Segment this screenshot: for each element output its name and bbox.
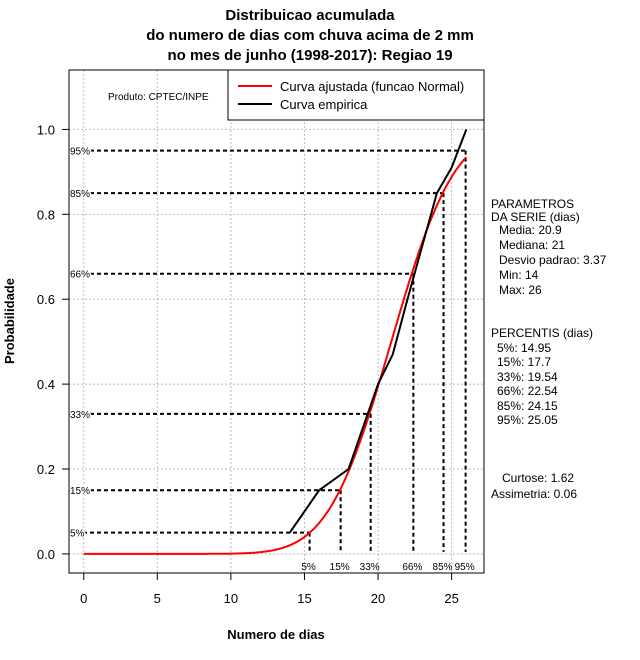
y-axis-label: Probabilidade	[2, 278, 17, 364]
percentil-5: 5%: 14.95	[497, 341, 551, 355]
series-lines	[83, 129, 468, 555]
percentile-left-label: 5%	[70, 529, 85, 540]
y-tick-label: 0.6	[37, 292, 55, 307]
percentil-15: 15%: 17.7	[497, 355, 551, 369]
grid	[69, 70, 484, 573]
x-tick-label: 0	[80, 591, 87, 606]
chart-title: Distribuicao acumulada do numero de dias…	[146, 7, 474, 64]
y-tick-label: 1.0	[37, 122, 55, 137]
plot-frame	[68, 69, 485, 574]
percentile-left-label: 66%	[70, 270, 90, 281]
params-title-2: DA SERIE (dias)	[491, 210, 580, 224]
percentile-bottom-label: 95%	[455, 562, 475, 573]
percentis-title: PERCENTIS (dias)	[491, 326, 593, 340]
param-media: Media: 20.9	[499, 223, 562, 237]
x-axis-label: Numero de dias	[227, 627, 325, 642]
y-tick-label: 0.8	[37, 207, 55, 222]
param-desvio: Desvio padrao: 3.37	[499, 253, 607, 267]
param-mediana: Mediana: 21	[499, 238, 565, 252]
percentile-bottom-label: 33%	[360, 562, 380, 573]
side-panel: PARAMETROS DA SERIE (dias) Media: 20.9 M…	[491, 197, 607, 501]
title-line-2: do numero de dias com chuva acima de 2 m…	[146, 27, 474, 44]
param-max: Max: 26	[499, 283, 542, 297]
title-line-1: Distribuicao acumulada	[225, 7, 395, 24]
percentile-left-label: 85%	[70, 189, 90, 200]
percentile-left-label: 15%	[70, 486, 90, 497]
curtose: Curtose: 1.62	[502, 471, 574, 485]
percentile-left-label: 33%	[70, 410, 90, 421]
assimetria: Assimetria: 0.06	[491, 487, 577, 501]
percentil-95: 95%: 25.05	[497, 413, 558, 427]
normal-fit-line	[83, 156, 468, 555]
percentil-66: 66%: 22.54	[497, 384, 558, 398]
percentile-markers: 5%5%15%15%33%33%66%66%85%85%95%95%	[69, 145, 475, 573]
params-title-1: PARAMETROS	[491, 197, 574, 211]
y-tick-label: 0.0	[37, 547, 55, 562]
y-tick-label: 0.4	[37, 377, 55, 392]
credit-text: Produto: CPTEC/INPE	[108, 92, 209, 103]
percentil-85: 85%: 24.15	[497, 399, 558, 413]
legend-label-normal: Curva ajustada (funcao Normal)	[280, 79, 464, 94]
percentile-bottom-label: 15%	[330, 562, 350, 573]
x-tick-label: 10	[224, 591, 238, 606]
legend-box	[227, 69, 485, 121]
x-tick-label: 15	[297, 591, 311, 606]
percentile-bottom-label: 85%	[433, 562, 453, 573]
percentile-bottom-label: 66%	[402, 562, 422, 573]
y-tick-label: 0.2	[37, 462, 55, 477]
title-line-3: no mes de junho (1998-2017): Regiao 19	[167, 47, 452, 64]
x-tick-label: 20	[371, 591, 385, 606]
percentile-left-label: 95%	[70, 147, 90, 158]
percentile-bottom-label: 5%	[301, 562, 316, 573]
legend: Curva ajustada (funcao Normal) Curva emp…	[227, 69, 485, 121]
x-tick-label: 25	[444, 591, 458, 606]
x-tick-label: 5	[154, 591, 161, 606]
param-min: Min: 14	[499, 268, 539, 282]
percentil-33: 33%: 19.54	[497, 370, 558, 384]
empirical-line	[288, 129, 468, 534]
axes: 0 5 10 15 20 25 0.0 0.2 0.4 0.6 0.8 1.0	[37, 122, 459, 606]
legend-label-empirical: Curva empirica	[280, 97, 368, 112]
